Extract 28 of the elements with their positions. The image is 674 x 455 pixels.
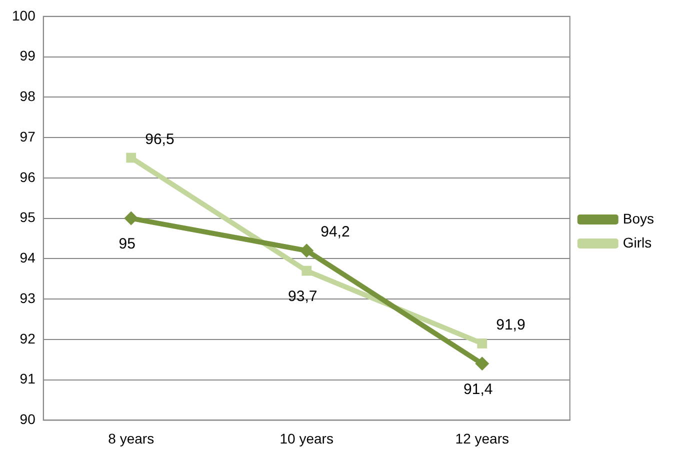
data-label: 91,9	[496, 316, 526, 334]
y-tick-label: 100	[12, 7, 36, 24]
y-tick-label: 94	[20, 250, 36, 266]
legend-label: Boys	[622, 210, 654, 226]
y-tick-label: 95	[20, 209, 36, 226]
y-tick-label: 93	[20, 290, 36, 306]
y-tick-label: 92	[20, 330, 36, 346]
y-tick-label: 91	[20, 370, 36, 387]
legend-label: Girls	[622, 234, 652, 250]
y-tick-label: 96	[20, 168, 36, 185]
data-label: 93,7	[288, 288, 318, 305]
y-tick-label: 97	[20, 128, 36, 144]
point	[126, 152, 136, 163]
point	[302, 266, 312, 276]
x-tick-label: 10 years	[280, 430, 334, 446]
x-tick-label: 12 years	[455, 430, 509, 446]
point	[475, 356, 490, 371]
data-label: 96,5	[145, 130, 174, 148]
x-tick-label: 8 years	[108, 430, 154, 446]
data-label: 94,2	[320, 224, 350, 241]
y-tick-label: 90	[20, 411, 36, 428]
y-tick-label: 99	[20, 48, 36, 64]
point	[477, 338, 488, 348]
data-label: 91,4	[464, 380, 493, 398]
point	[124, 211, 138, 226]
y-tick-label: 98	[20, 88, 36, 104]
point	[300, 244, 314, 258]
data-label: 95	[118, 235, 136, 252]
